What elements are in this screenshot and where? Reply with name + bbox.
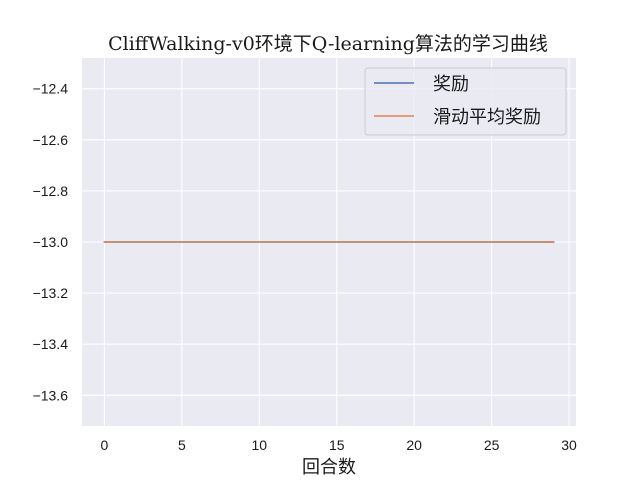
x-tick-label: 5 [178,437,186,453]
x-tick-label: 30 [561,437,577,453]
legend-label-moving-average: 滑动平均奖励 [433,107,541,128]
x-axis-ticks: 0 5 10 15 20 25 30 [101,437,577,453]
chart-title: CliffWalking-v0环境下Q-learning算法的学习曲线 [108,33,548,55]
y-tick-label: −13.2 [33,285,69,301]
x-tick-label: 20 [406,437,422,453]
y-tick-label: −12.4 [33,81,69,97]
legend: 奖励 滑动平均奖励 [364,67,567,136]
y-tick-label: −13.4 [33,336,69,352]
y-tick-label: −12.8 [33,183,69,199]
x-tick-label: 0 [101,437,109,453]
y-tick-label: −13.0 [33,234,69,250]
legend-box [364,67,567,136]
y-axis-ticks: −12.4 −12.6 −12.8 −13.0 −13.2 −13.4 −13.6 [33,81,69,404]
x-tick-label: 15 [329,437,345,453]
y-tick-label: −13.6 [33,387,69,403]
x-axis-label: 回合数 [302,457,356,478]
x-tick-label: 25 [484,437,500,453]
legend-label-reward: 奖励 [433,74,469,95]
y-tick-label: −12.6 [33,132,69,148]
x-tick-label: 10 [252,437,268,453]
